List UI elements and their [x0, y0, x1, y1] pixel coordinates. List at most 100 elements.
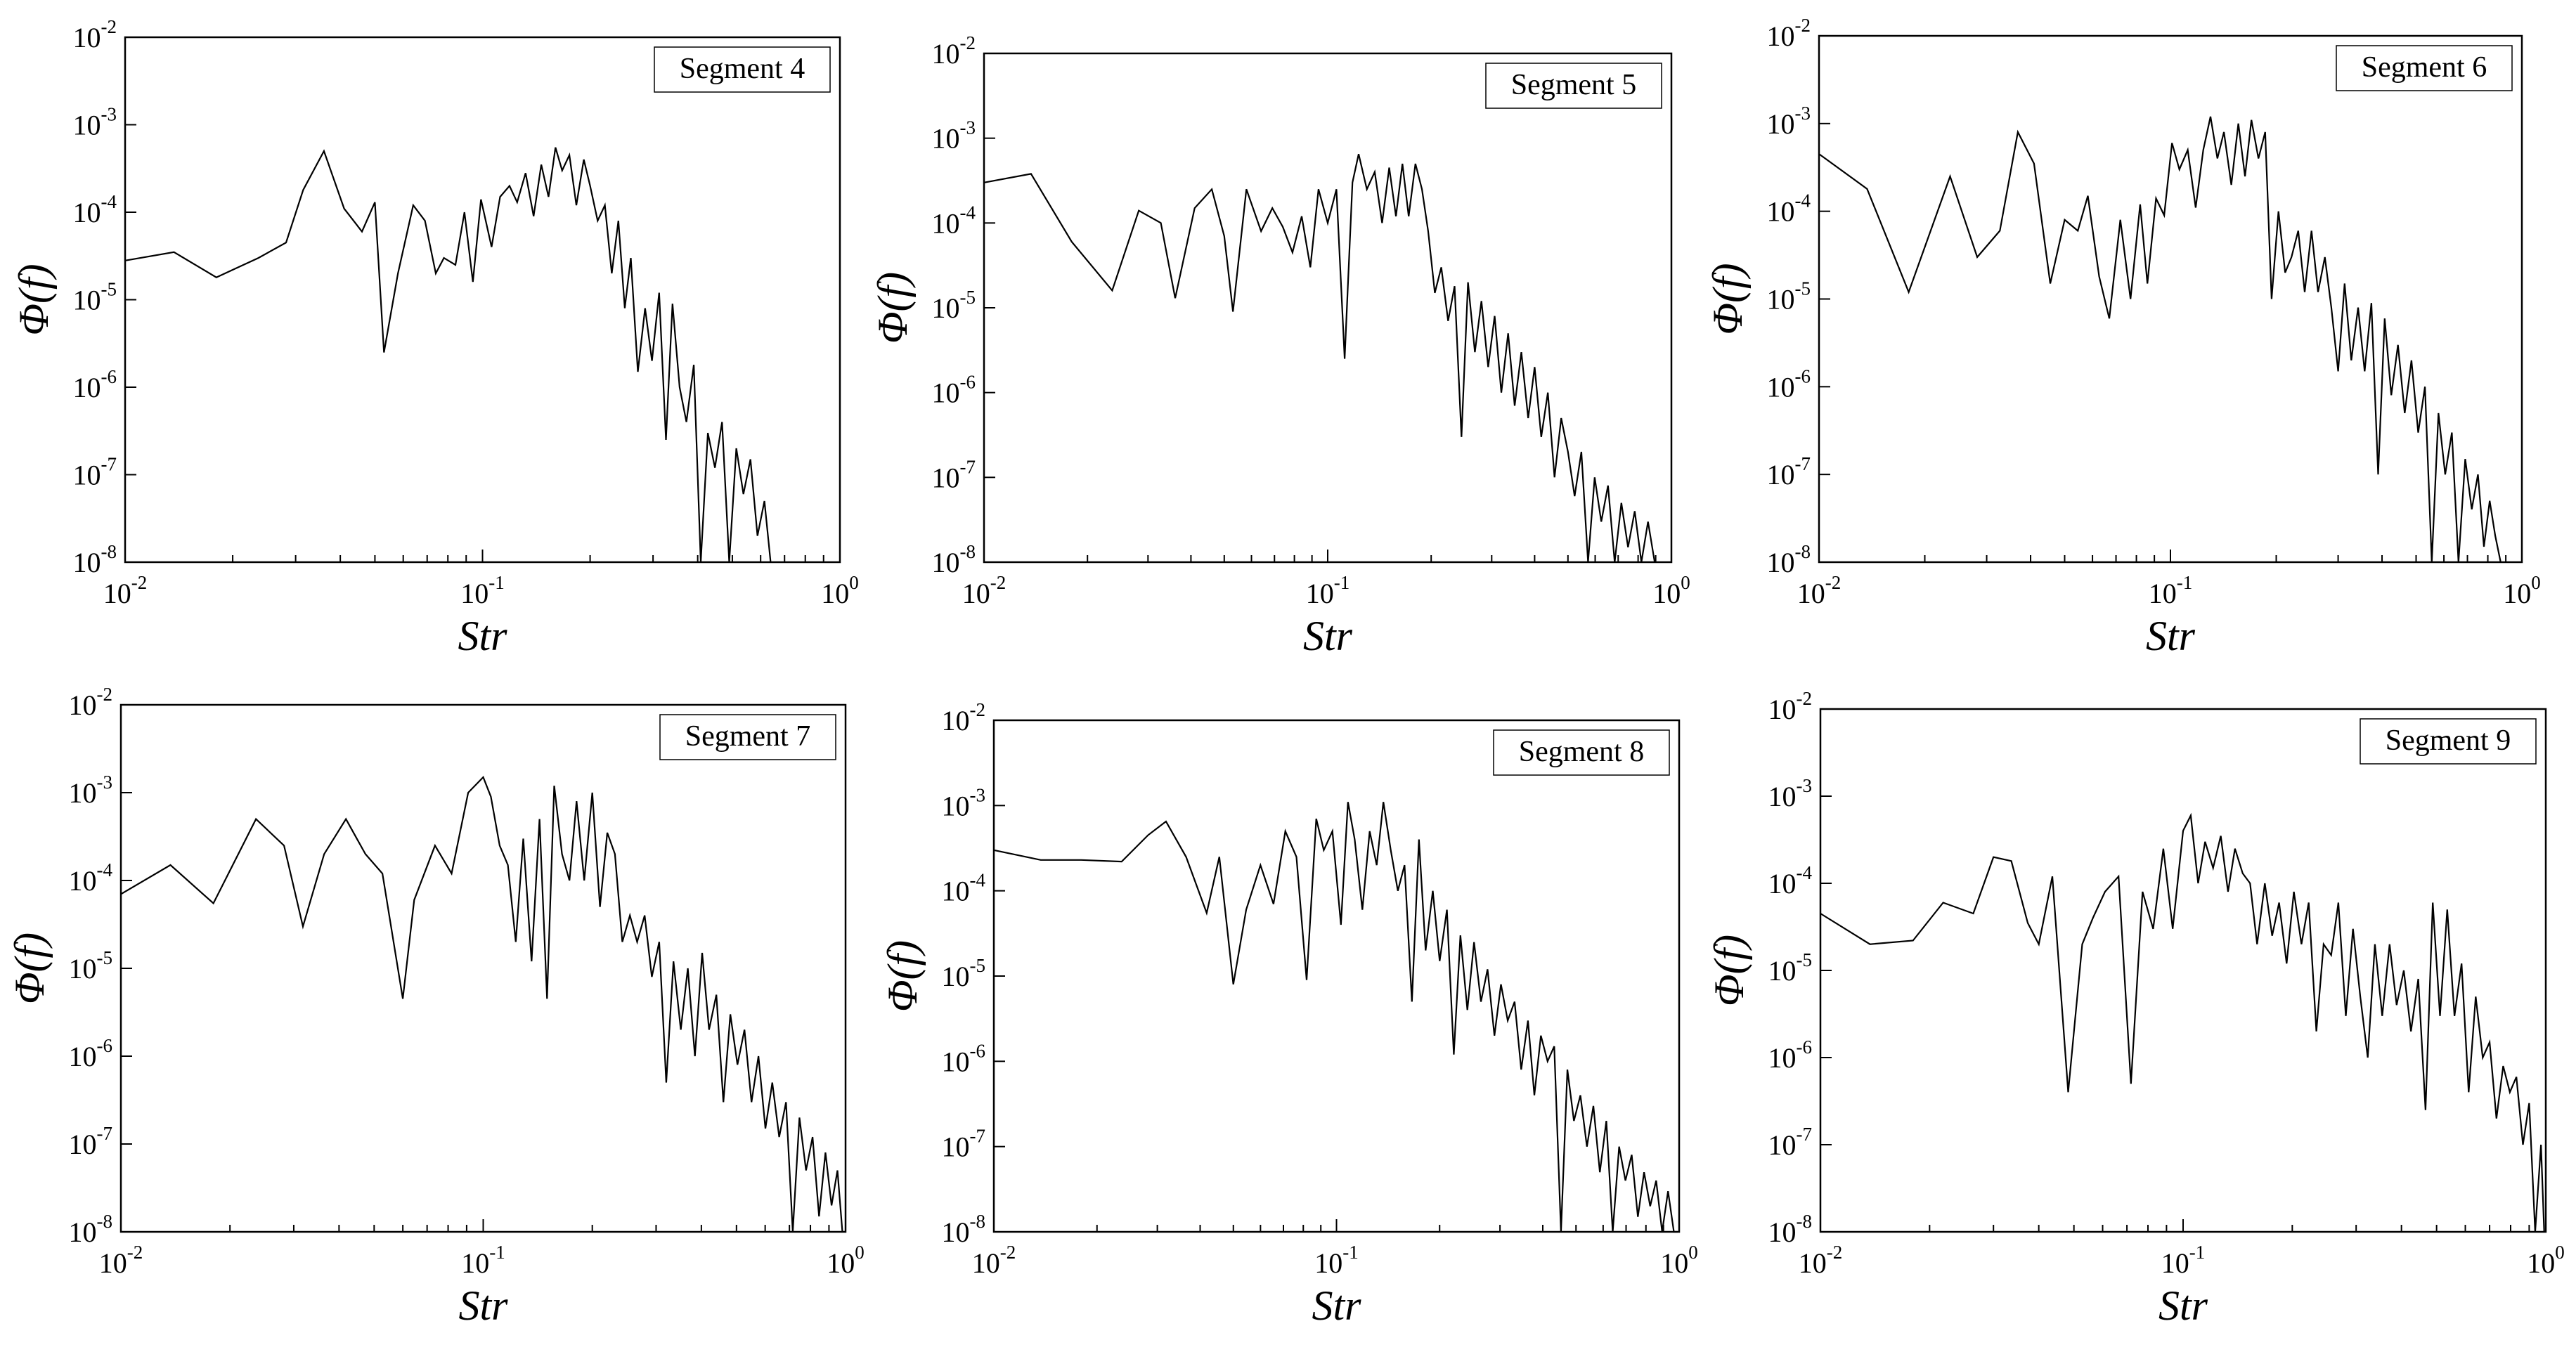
x-tick-label: 10-2	[99, 1242, 143, 1279]
legend-box	[659, 714, 836, 760]
y-axis-title: Φ(f)	[1706, 935, 1752, 1006]
y-tick-label: 10-3	[69, 772, 113, 809]
y-tick-label: 10-5	[1767, 278, 1811, 316]
x-tick-label: 10-1	[461, 1242, 505, 1279]
legend-box	[2336, 45, 2513, 91]
legend-box	[1485, 63, 1662, 109]
legend-box	[2360, 718, 2537, 765]
chart-panel-segment-7: 10-2 10-1 100 10-8 10-7 10-6 10-5 10-4 10-3 10-2 S…	[6, 684, 865, 1329]
chart-panel-segment-6: 10-2 10-1 100 10-8 10-7 10-6 10-5 10-4 10-3 10-2 S…	[1704, 15, 2541, 659]
x-axis-title: Str	[1303, 613, 1353, 659]
plot-frame	[124, 36, 841, 564]
y-tick-label: 10-2	[1767, 15, 1811, 52]
y-tick-label: 10-2	[932, 32, 976, 70]
y-tick-label: 10-7	[1768, 1124, 1813, 1161]
y-tick-label: 10-5	[1768, 949, 1813, 987]
series-line-segment-8	[993, 802, 1678, 1233]
y-tick-label: 10-2	[73, 16, 117, 53]
y-tick-label: 10-6	[1767, 365, 1811, 403]
x-tick-label: 10-1	[1314, 1242, 1359, 1279]
series-line-segment-6	[1818, 116, 2501, 563]
y-tick-label: 10-7	[1767, 453, 1811, 490]
x-tick-label: 10-2	[972, 1242, 1016, 1279]
y-axis-title: Φ(f)	[1704, 263, 1751, 334]
y-tick-label: 10-6	[73, 366, 117, 403]
x-tick-label: 100	[1652, 572, 1690, 609]
x-tick-label: 10-2	[1799, 1242, 1843, 1279]
y-tick-label: 10-7	[69, 1123, 113, 1160]
y-tick-label: 10-2	[942, 699, 986, 736]
chart-panel-segment-9: 10-2 10-1 100 10-8 10-7 10-6 10-5 10-4 10-3 10-2 S…	[1706, 688, 2565, 1329]
legend-box	[654, 46, 831, 93]
legend-label: Segment 7	[685, 720, 810, 753]
y-tick-label: 10-4	[932, 202, 976, 239]
legend-label: Segment 9	[2386, 724, 2511, 757]
legend-label: Segment 8	[1519, 736, 1644, 768]
chart-panel-segment-8: 10-2 10-1 100 10-8 10-7 10-6 10-5 10-4 10-3 10-2 S…	[879, 699, 1698, 1329]
y-tick-label: 10-7	[942, 1126, 986, 1163]
y-tick-label: 10-3	[73, 104, 117, 141]
x-axis-title: Str	[458, 1282, 508, 1329]
x-tick-label: 100	[2527, 1242, 2565, 1279]
plot-frame	[119, 703, 847, 1233]
plot-frame	[992, 719, 1681, 1233]
x-tick-label: 100	[827, 1242, 865, 1279]
y-tick-label: 10-6	[932, 372, 976, 409]
y-tick-label: 10-5	[932, 287, 976, 324]
legend-label: Segment 4	[680, 53, 805, 85]
series-line-segment-5	[983, 153, 1656, 563]
y-tick-label: 10-4	[69, 859, 113, 897]
y-tick-label: 10-3	[1768, 775, 1813, 812]
x-axis-title: Str	[1312, 1282, 1361, 1329]
y-tick-label: 10-4	[1768, 862, 1813, 899]
x-tick-label: 10-2	[962, 572, 1007, 609]
series-line-segment-9	[1820, 812, 2545, 1233]
y-tick-label: 10-4	[1767, 190, 1811, 228]
x-tick-label: 10-1	[460, 572, 505, 609]
y-tick-label: 10-5	[69, 947, 113, 984]
y-tick-label: 10-8	[1767, 541, 1811, 578]
y-axis-title: Φ(f)	[869, 272, 916, 344]
y-tick-label: 10-8	[73, 541, 117, 578]
x-tick-label: 10-2	[103, 572, 148, 609]
plot-frame	[1818, 34, 2523, 564]
x-tick-label: 100	[821, 572, 859, 609]
y-axis-title: Φ(f)	[879, 940, 926, 1012]
y-tick-label: 10-8	[942, 1211, 986, 1248]
x-tick-label: 10-1	[2161, 1242, 2206, 1279]
x-axis-title: Str	[2158, 1282, 2208, 1329]
y-tick-label: 10-2	[1768, 688, 1813, 725]
x-tick-label: 100	[1660, 1242, 1698, 1279]
y-tick-label: 10-6	[1768, 1036, 1813, 1074]
y-tick-label: 10-4	[73, 191, 117, 228]
y-tick-label: 10-8	[1768, 1211, 1813, 1248]
x-axis-title: Str	[2146, 613, 2196, 659]
x-tick-label: 10-1	[2149, 572, 2193, 609]
legend-box	[1493, 729, 1670, 776]
x-tick-label: 10-1	[1306, 572, 1350, 609]
legend-label: Segment 6	[2362, 51, 2487, 84]
series-line-segment-7	[120, 776, 843, 1233]
y-tick-label: 10-8	[69, 1211, 113, 1248]
y-tick-label: 10-7	[73, 454, 117, 491]
x-tick-label: 100	[2503, 572, 2541, 609]
y-tick-label: 10-6	[69, 1035, 113, 1072]
y-tick-label: 10-7	[932, 456, 976, 493]
y-axis-title: Φ(f)	[6, 932, 53, 1004]
y-tick-label: 10-2	[69, 684, 113, 721]
legend-label: Segment 5	[1511, 69, 1636, 101]
x-axis-title: Str	[458, 613, 507, 659]
y-tick-label: 10-6	[942, 1040, 986, 1077]
y-tick-label: 10-3	[1767, 103, 1811, 140]
y-axis-title: Φ(f)	[11, 264, 57, 335]
chart-panel-segment-4: 10-2 10-1 100 10-8 10-7 10-6 10-5 10-4 10-3 10-2 S…	[11, 16, 859, 659]
y-tick-label: 10-3	[942, 784, 986, 821]
y-tick-label: 10-4	[942, 870, 986, 907]
chart-panel-segment-5: 10-2 10-1 100 10-8 10-7 10-6 10-5 10-4 10-3 10-2 S…	[869, 32, 1690, 659]
x-tick-label: 10-2	[1797, 572, 1842, 609]
y-tick-label: 10-8	[932, 541, 976, 578]
plot-frame	[983, 52, 1673, 564]
series-line-segment-4	[124, 147, 772, 563]
y-tick-label: 10-5	[73, 279, 117, 316]
